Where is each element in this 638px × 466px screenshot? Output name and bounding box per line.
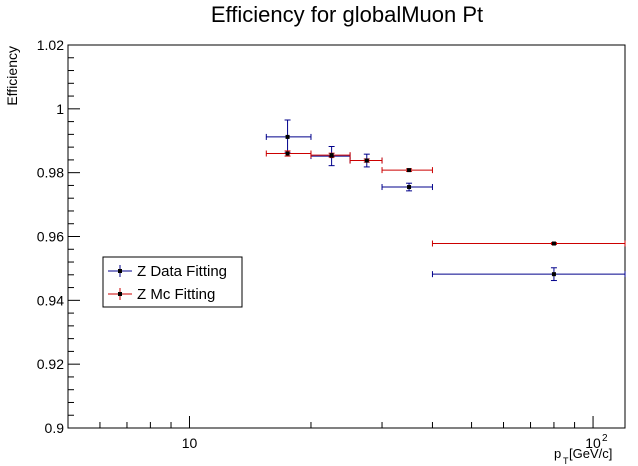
data-marker [551,241,556,246]
data-point [310,152,351,159]
y-tick-label: 0.92 [37,356,64,372]
x-axis-label-unit: [GeV/c] [569,446,612,461]
y-tick-label: 0.9 [45,420,65,436]
x-axis-label: p T [GeV/c] [554,446,612,466]
legend-box [102,256,243,308]
data-point [431,240,626,247]
legend: Z Data Fitting Z Mc Fitting [102,256,243,308]
legend-entry: Z Mc Fitting [108,286,215,303]
data-point [349,157,383,164]
data-series [265,119,626,282]
legend-entry: Z Data Fitting [108,263,227,280]
data-marker [285,134,290,139]
y-tick-label: 0.96 [37,229,64,245]
y-tick-label: 0.98 [37,165,64,181]
data-marker [407,185,412,190]
legend-marker [118,292,122,296]
data-marker [285,151,290,156]
y-tick-label: 0.94 [37,292,64,308]
data-point [381,167,433,174]
series-1 [265,150,626,247]
data-marker [407,168,412,173]
data-point [431,267,626,282]
y-tick-label: 1 [56,101,64,117]
x-axis-label-main: p [554,446,561,461]
y-axis-label: Efficiency [4,46,20,106]
data-marker [364,158,369,163]
x-tick-label-exponent: 2 [602,433,608,444]
x-tick-label: 10 [585,435,601,451]
data-point [381,182,433,192]
legend-marker [118,269,122,273]
x-axis-label-subscript: T [563,456,569,466]
chart-title: Efficiency for globalMuon Pt [211,2,483,27]
x-tick-label: 10 [182,435,198,451]
y-tick-label: 1.02 [37,37,64,53]
data-marker [329,153,334,158]
legend-label: Z Mc Fitting [137,286,215,303]
legend-label: Z Data Fitting [137,263,227,280]
data-marker [551,272,556,277]
